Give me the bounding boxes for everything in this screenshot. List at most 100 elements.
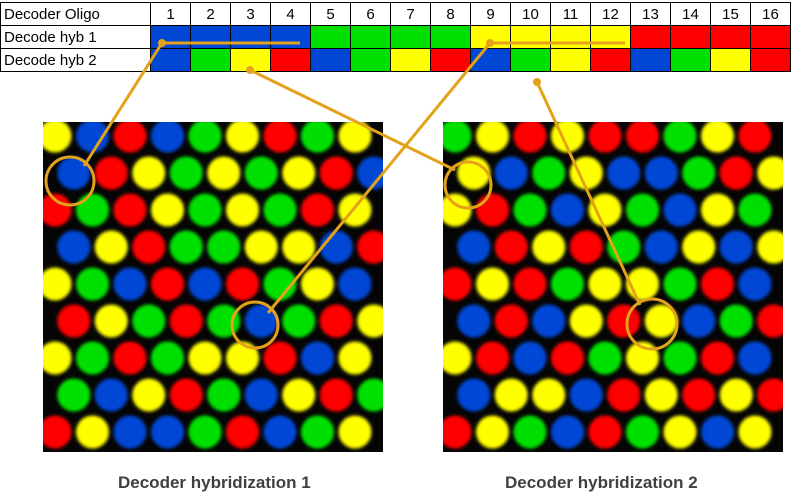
bead-green (301, 415, 334, 449)
bead-blue (551, 415, 584, 449)
bead-blue (457, 304, 491, 338)
bead-red (626, 122, 659, 153)
bead-yellow (43, 267, 72, 301)
header-label: Decoder Oligo (0, 2, 151, 26)
color-cell-blue (150, 48, 191, 72)
color-cell-green (430, 25, 471, 49)
bead-yellow (226, 193, 259, 227)
bead-red (357, 230, 383, 264)
bead-blue (57, 156, 91, 190)
bead-yellow (43, 122, 72, 153)
color-cell-red (750, 48, 791, 72)
bead-yellow (569, 156, 603, 190)
bead-green (188, 122, 222, 153)
bead-yellow (94, 230, 128, 264)
bead-green (443, 122, 472, 153)
bead-yellow (644, 378, 678, 412)
bead-yellow (188, 341, 222, 375)
bead-green (132, 304, 166, 338)
bead-yellow (588, 267, 622, 301)
bead-blue (738, 267, 772, 301)
bead-blue (644, 230, 678, 264)
bead-yellow (457, 156, 491, 190)
bead-green (588, 341, 622, 375)
bead-yellow (76, 415, 109, 449)
color-cell-red (670, 25, 711, 49)
bead-blue (719, 230, 753, 264)
bead-red (43, 193, 72, 227)
bead-blue (457, 230, 491, 264)
oligo-number: 10 (510, 2, 551, 26)
bead-red (738, 122, 772, 153)
bead-red (494, 230, 528, 264)
bead-yellow (282, 156, 316, 190)
bead-yellow (244, 230, 278, 264)
bead-yellow (476, 267, 509, 301)
bead-blue (76, 122, 109, 153)
bead-green (682, 156, 716, 190)
bead-yellow (357, 304, 383, 338)
bead-blue (457, 378, 491, 412)
bead-yellow (476, 122, 509, 153)
connector-dot (158, 39, 166, 47)
bead-blue (663, 193, 697, 227)
oligo-number: 11 (550, 2, 591, 26)
bead-green (244, 156, 278, 190)
bead-red (94, 156, 128, 190)
connector-dot (246, 66, 254, 74)
bead-array-panel-hyb-1 (43, 122, 383, 452)
bead-yellow (338, 122, 372, 153)
bead-yellow (757, 156, 783, 190)
bead-red (57, 304, 91, 338)
bead-blue (188, 267, 222, 301)
bead-blue (301, 341, 334, 375)
color-cell-yellow (710, 48, 751, 72)
oligo-number: 5 (310, 2, 351, 26)
highlight-circle-oligo-1 (44, 155, 96, 207)
bead-yellow (682, 230, 716, 264)
connector-line-oligo-10 (266, 42, 492, 314)
caption-hyb-2: Decoder hybridization 2 (505, 473, 698, 492)
bead-yellow (282, 230, 316, 264)
bead-yellow (301, 267, 334, 301)
bead-green (169, 230, 203, 264)
bead-yellow (132, 156, 166, 190)
highlight-circle-hyb2-green (625, 297, 679, 351)
connector-line-oligo-3 (249, 68, 456, 172)
bead-red (132, 230, 166, 264)
bead-green (663, 341, 697, 375)
color-cell-green (350, 48, 391, 72)
bead-red (263, 341, 297, 375)
color-cell-yellow (550, 48, 591, 72)
bead-yellow (338, 341, 372, 375)
bead-yellow (588, 193, 622, 227)
bead-yellow (43, 341, 72, 375)
bead-red (701, 267, 734, 301)
bead-blue (551, 193, 584, 227)
bead-red (319, 156, 353, 190)
bead-yellow (701, 193, 734, 227)
bead-array-image-hyb-2 (443, 122, 783, 449)
color-cell-blue (310, 48, 351, 72)
bead-red (113, 122, 147, 153)
bead-blue (682, 304, 716, 338)
bead-green (513, 415, 547, 449)
bead-red (443, 267, 472, 301)
bead-red (607, 304, 641, 338)
color-cell-yellow (390, 48, 431, 72)
bead-blue (532, 304, 566, 338)
bead-green (551, 267, 584, 301)
bead-blue (738, 341, 772, 375)
bead-green (663, 122, 697, 153)
bead-green (76, 341, 109, 375)
bead-red (319, 378, 353, 412)
bead-red (513, 267, 547, 301)
bead-red (588, 122, 622, 153)
bead-green (57, 378, 91, 412)
color-cell-red (590, 48, 631, 72)
connector-dot (486, 39, 494, 47)
bead-yellow (226, 122, 259, 153)
bead-green (719, 304, 753, 338)
bead-red (607, 378, 641, 412)
